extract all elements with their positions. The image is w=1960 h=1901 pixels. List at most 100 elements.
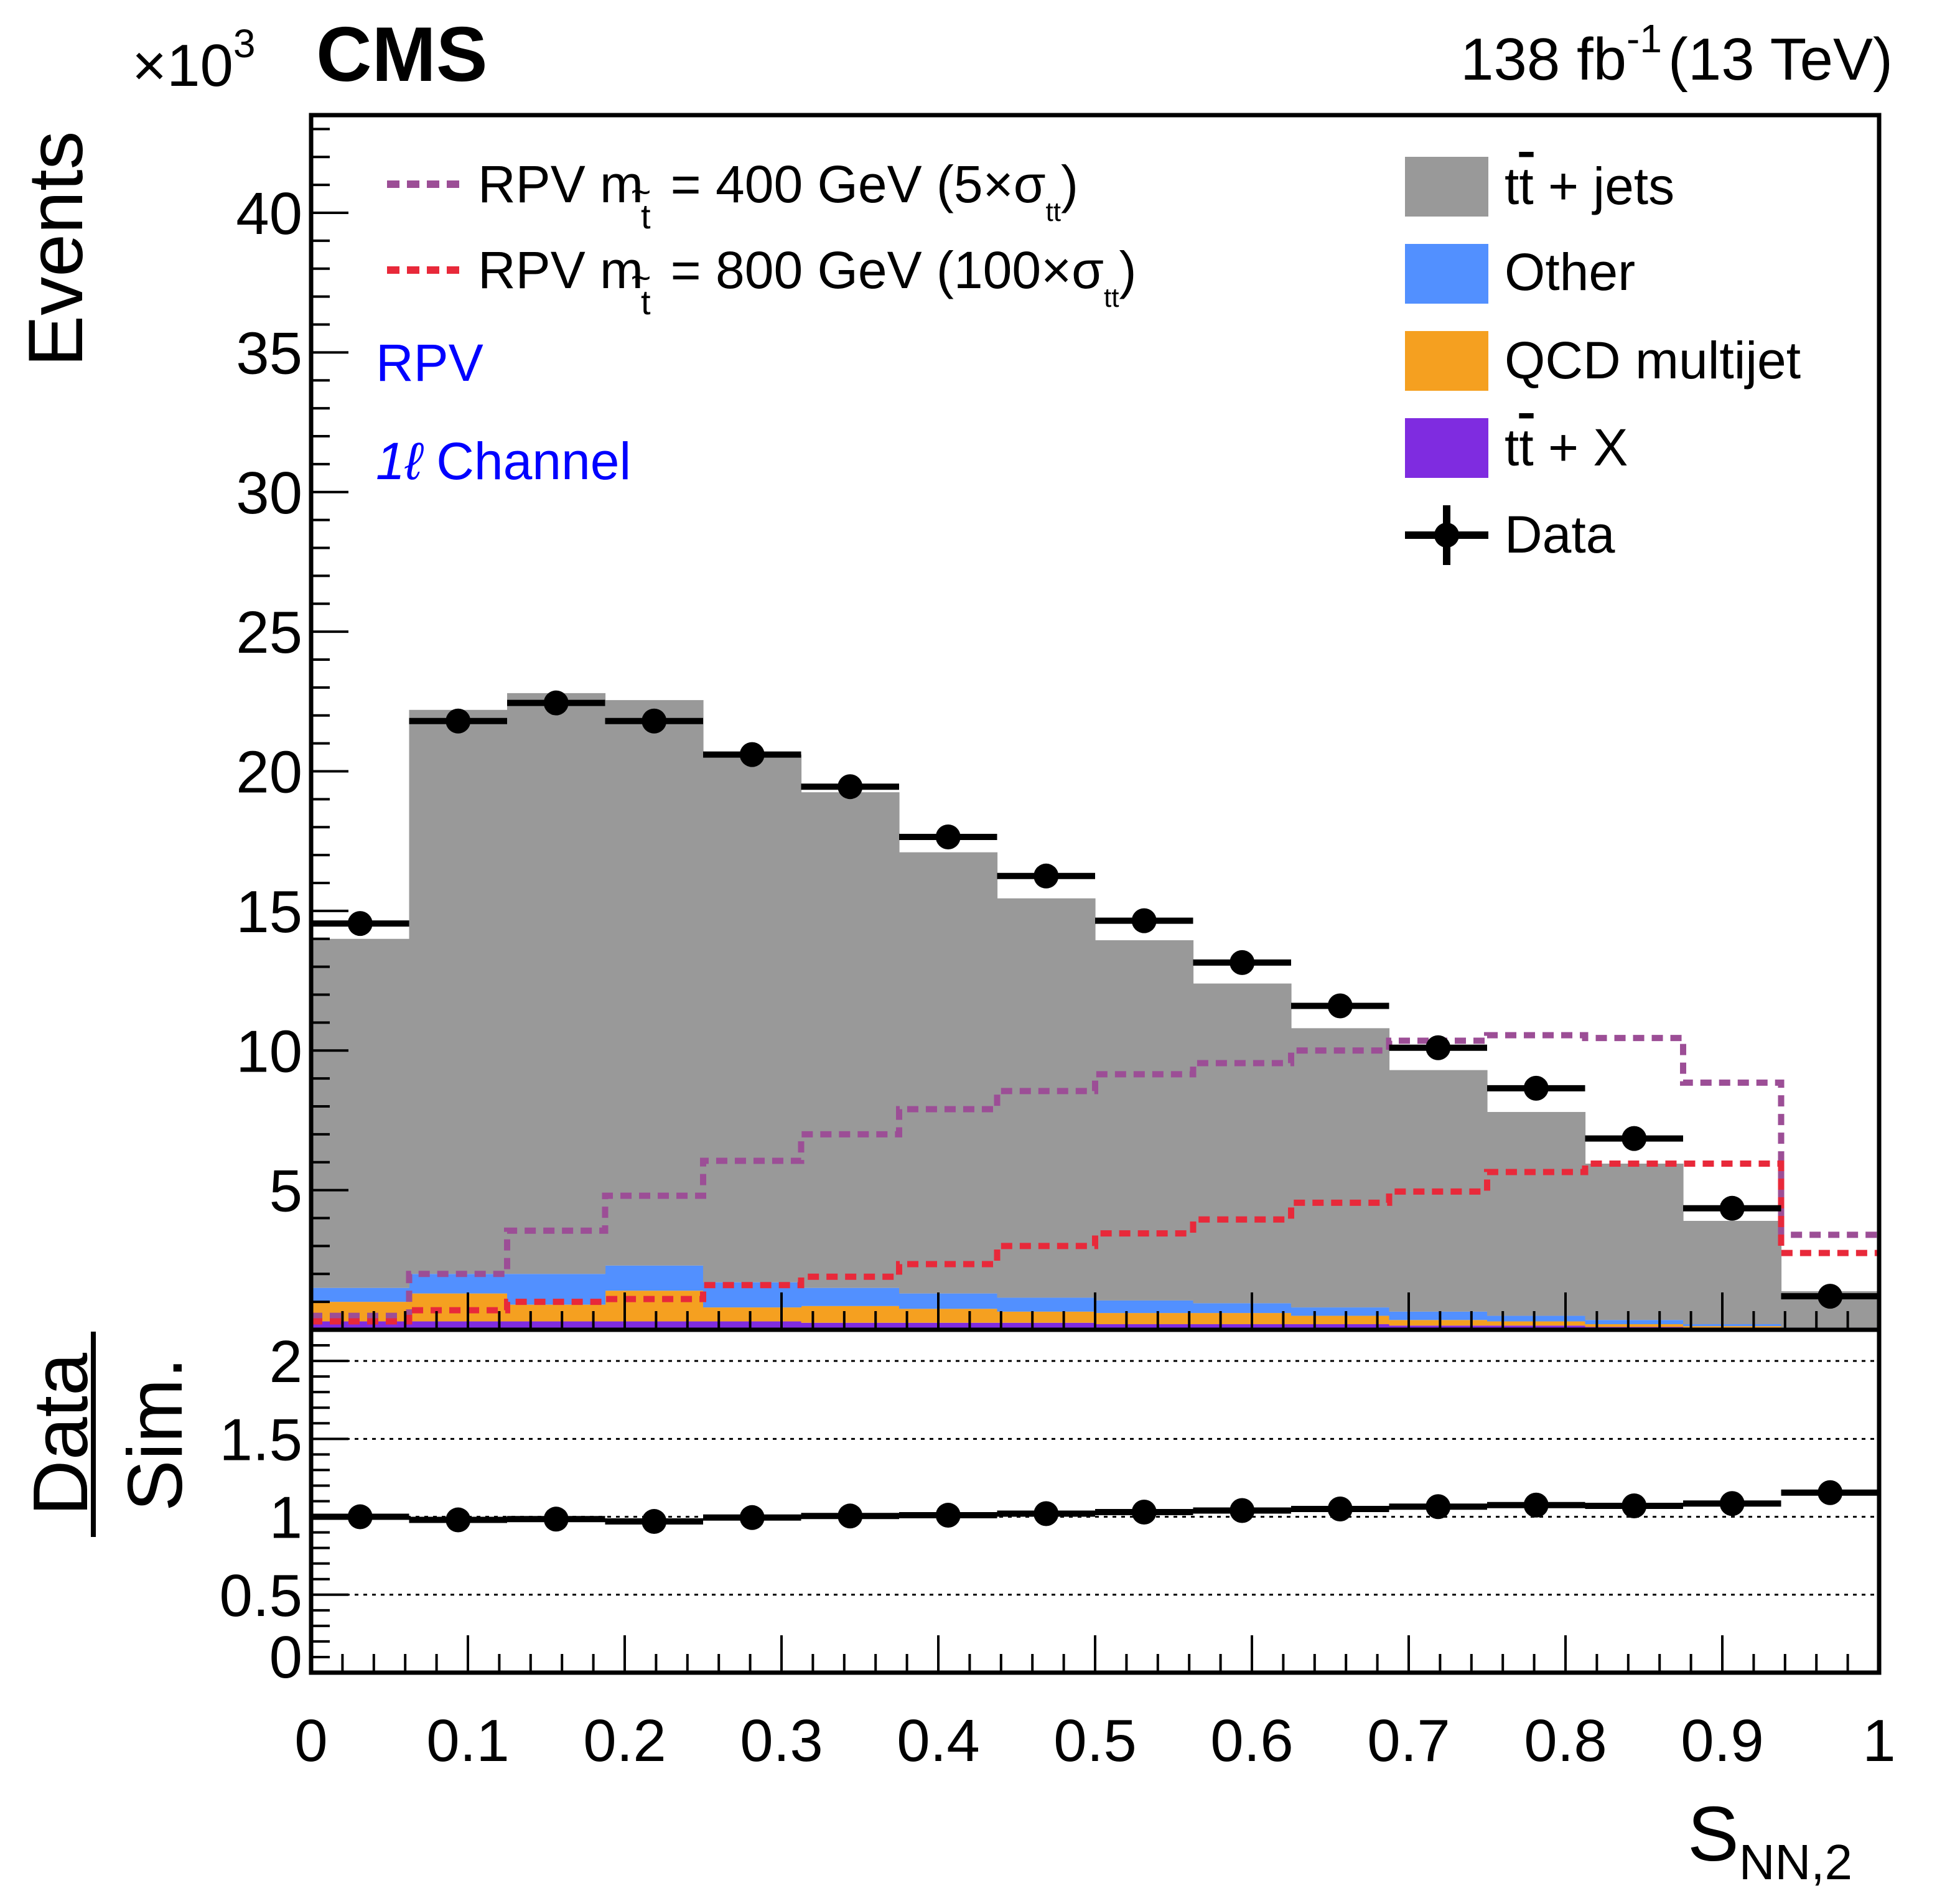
- stack-bar-other: [1487, 1315, 1586, 1322]
- signal-line-rpv400: [311, 1032, 1879, 1319]
- y-multiplier: ×103: [132, 21, 255, 99]
- stack-bar-other: [409, 1274, 508, 1294]
- stack-bar-ttjets: [311, 938, 410, 1288]
- stack-bar-qcd: [801, 1305, 900, 1323]
- x-tick-label: 0.3: [740, 1707, 823, 1774]
- stack-bar-other: [1585, 1320, 1684, 1325]
- data-point: [1523, 1075, 1549, 1101]
- legend-label-rpv400: RPV m t~ = 400 GeV (5×σtt): [478, 155, 1078, 236]
- legend-label-ttx: tt + X: [1505, 418, 1628, 477]
- stack-bar-other: [605, 1265, 704, 1291]
- ratio-tick-label: 1: [269, 1485, 302, 1551]
- stack-bar-other: [997, 1297, 1096, 1312]
- data-point: [1230, 950, 1255, 975]
- stack-bar-qcd: [507, 1304, 606, 1322]
- y-tick-label: 5: [269, 1158, 302, 1225]
- stack-bar-ttjets: [1585, 1164, 1684, 1320]
- legend-swatch-ttjets: [1405, 157, 1488, 217]
- legend-label-other: Other: [1505, 243, 1635, 301]
- ratio-point: [1131, 1500, 1157, 1525]
- stack-bar-ttjets: [1683, 1220, 1782, 1325]
- stack-bar-other: [1291, 1307, 1390, 1316]
- y-tick-label: 35: [236, 320, 302, 386]
- stack-bar-ttjets: [1193, 983, 1292, 1304]
- data-point: [347, 911, 373, 936]
- ratio-point: [935, 1503, 961, 1528]
- legend-swatch-qcd: [1405, 331, 1488, 391]
- data-point: [1034, 863, 1059, 889]
- ratio-plot: [311, 1360, 1879, 1596]
- legend-backgrounds: tt + jets Other QCD multijet tt + X Data: [1405, 157, 1801, 565]
- stack-bar-ttjets: [1487, 1111, 1586, 1316]
- main-plot: [311, 690, 1880, 1330]
- stack-bar-qcd: [1291, 1315, 1390, 1325]
- data-point: [838, 774, 863, 800]
- ratio-point: [1327, 1497, 1353, 1522]
- stack-bar-ttjets: [997, 898, 1096, 1298]
- stack-bar-ttjets: [409, 709, 508, 1274]
- x-tick-label: 0.6: [1210, 1707, 1293, 1774]
- stack-bar-ttx: [1095, 1324, 1194, 1330]
- ratio-tick-label: 0.5: [220, 1562, 302, 1629]
- data-point: [1622, 1126, 1647, 1151]
- y-tick-label: 15: [236, 879, 302, 945]
- ratio-point: [347, 1504, 373, 1530]
- annotation-rpv: RPV: [376, 334, 483, 392]
- x-tick-label: 0.5: [1053, 1707, 1136, 1774]
- x-tick-label: 0.2: [583, 1707, 666, 1774]
- stack-bar-ttjets: [605, 700, 704, 1266]
- stack-bar-ttx: [997, 1322, 1096, 1330]
- stack-bar-ttjets: [899, 852, 998, 1294]
- stack-bar-ttjets: [801, 792, 900, 1288]
- stack-bar-ttx: [1193, 1324, 1292, 1330]
- x-tick-label: 0.4: [897, 1707, 979, 1774]
- stack-bar-qcd: [703, 1307, 802, 1322]
- ratio-point: [1622, 1493, 1647, 1519]
- ratio-point: [838, 1503, 863, 1529]
- stack-bar-ttjets: [1291, 1028, 1390, 1308]
- stack-bar-qcd: [899, 1309, 998, 1323]
- stack-bar-ttjets: [507, 693, 606, 1274]
- data-point: [1426, 1035, 1451, 1060]
- data-point: [1131, 908, 1157, 933]
- y-tick-label: 10: [236, 1018, 302, 1085]
- ratio-tick-label: 1.5: [220, 1406, 302, 1473]
- ratio-point: [1426, 1494, 1451, 1520]
- data-point: [1719, 1195, 1745, 1221]
- stack-bar-ttx: [1291, 1324, 1390, 1330]
- stack-bar-qcd: [605, 1291, 704, 1322]
- stack-bar-qcd: [1585, 1324, 1684, 1327]
- stack-bar-ttx: [801, 1322, 900, 1330]
- stack-bar-other: [1683, 1324, 1782, 1327]
- ratio-point: [1230, 1498, 1255, 1523]
- ratio-tick-label: 0: [269, 1624, 302, 1691]
- legend-signals: RPV m t~ = 400 GeV (5×σtt) RPV m t~ = 800 …: [387, 155, 1136, 322]
- legend-swatch-data: [1405, 505, 1488, 565]
- ratio-point: [642, 1509, 667, 1534]
- ratio-tick-label: 2: [269, 1329, 302, 1395]
- stack-bar-qcd: [997, 1311, 1096, 1323]
- legend-label-qcd: QCD multijet: [1505, 331, 1801, 390]
- stack-bar-other: [899, 1293, 998, 1309]
- stack-bar-qcd: [1095, 1313, 1194, 1325]
- stack-bar-other: [1193, 1303, 1292, 1314]
- svg-text:Sim.: Sim.: [113, 1357, 198, 1511]
- legend-swatch-other: [1405, 244, 1488, 304]
- stack-bar-qcd: [1683, 1326, 1782, 1328]
- stack-bar-qcd: [1193, 1313, 1292, 1325]
- data-point: [543, 690, 569, 716]
- stack-bar-qcd: [1487, 1321, 1586, 1326]
- ratio-point: [1719, 1491, 1745, 1516]
- signal-line-rpv800: [311, 1161, 1879, 1325]
- data-point: [1327, 993, 1353, 1019]
- y-axis-label: Events: [13, 131, 99, 367]
- ratio-point: [739, 1505, 765, 1530]
- legend-label-rpv800: RPV m t~ = 800 GeV (100×σtt): [478, 241, 1136, 322]
- x-tick-label: 0: [294, 1707, 327, 1774]
- stack-bar-other: [1095, 1300, 1194, 1314]
- stack-bar-ttjets: [1095, 940, 1194, 1301]
- y-tick-label: 25: [236, 599, 302, 666]
- data-point: [935, 824, 961, 849]
